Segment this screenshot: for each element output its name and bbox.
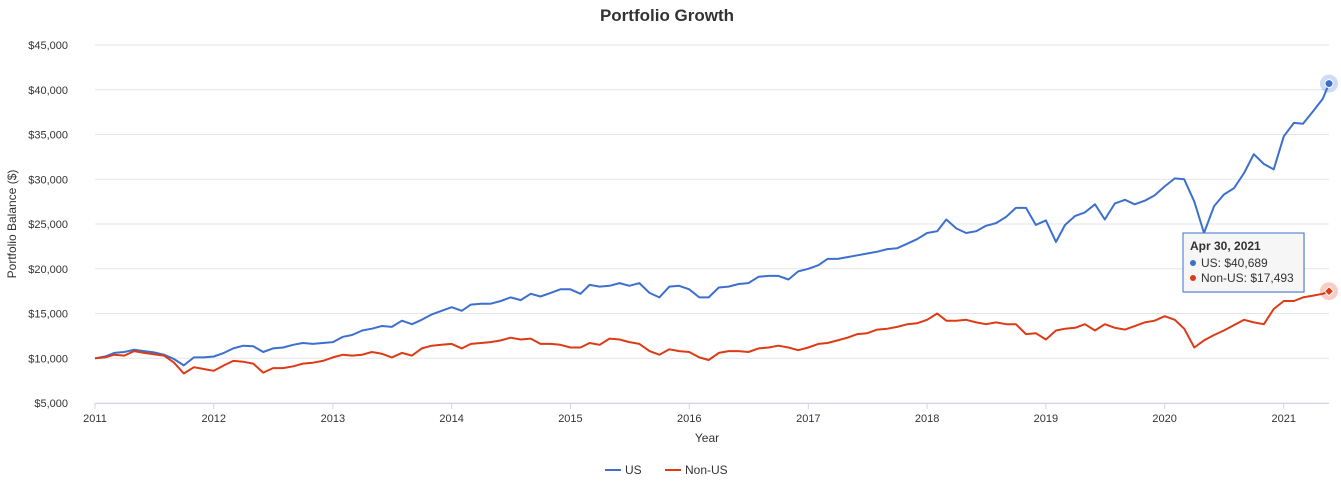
x-tick-label: 2019 xyxy=(1034,413,1058,425)
hover-marker-us xyxy=(1324,79,1334,89)
x-axis-label: Year xyxy=(695,431,719,445)
x-tick-label: 2017 xyxy=(796,413,820,425)
hover-marker-non-us xyxy=(1323,285,1335,297)
y-tick-label: $35,000 xyxy=(28,130,68,142)
y-axis-label: Portfolio Balance ($) xyxy=(5,170,19,279)
tooltip-value: US: $40,689 xyxy=(1201,256,1268,270)
series-lines xyxy=(94,83,1330,375)
x-tick-label: 2021 xyxy=(1272,413,1296,425)
tooltip-date: Apr 30, 2021 xyxy=(1190,239,1261,253)
y-tick-label: $20,000 xyxy=(28,264,68,276)
y-axis-ticks: $5,000 $10,000 $15,000 $20,000 $25,000 $30,00… xyxy=(28,40,68,410)
legend-label: Non-US xyxy=(685,463,728,477)
x-tick-label: 2014 xyxy=(439,413,463,425)
legend[interactable]: US Non-US xyxy=(605,463,728,477)
legend-item-non-us[interactable]: Non-US xyxy=(665,463,728,477)
x-tick-label: 2020 xyxy=(1152,413,1176,425)
chart-title: Portfolio Growth xyxy=(600,6,734,25)
tooltip-dot xyxy=(1190,260,1196,266)
hover-markers xyxy=(1320,74,1338,301)
x-tick-label: 2013 xyxy=(321,413,345,425)
series-line-us xyxy=(94,83,1330,367)
y-tick-label: $10,000 xyxy=(28,353,68,365)
x-axis: 2011 2012 2013 2014 2015 2016 2017 2018 2019 2020… xyxy=(83,403,1329,425)
y-tick-label: $15,000 xyxy=(28,309,68,321)
tooltip-value: Non-US: $17,493 xyxy=(1201,271,1294,285)
x-tick-label: 2011 xyxy=(83,413,107,425)
tooltip-dot xyxy=(1190,275,1196,281)
y-tick-label: $30,000 xyxy=(28,174,68,186)
x-tick-label: 2015 xyxy=(558,413,582,425)
x-tick-label: 2016 xyxy=(677,413,701,425)
y-tick-label: $5,000 xyxy=(34,398,68,410)
y-tick-label: $40,000 xyxy=(28,85,68,97)
x-tick-label: 2018 xyxy=(915,413,939,425)
x-tick-label: 2012 xyxy=(202,413,226,425)
grid-lines xyxy=(95,44,1329,404)
legend-label: US xyxy=(625,463,642,477)
tooltip-box xyxy=(1182,232,1305,293)
y-tick-label: $25,000 xyxy=(28,219,68,231)
legend-item-us[interactable]: US xyxy=(605,463,642,477)
series-line-non-us xyxy=(94,290,1330,375)
y-tick-label: $45,000 xyxy=(28,40,68,52)
